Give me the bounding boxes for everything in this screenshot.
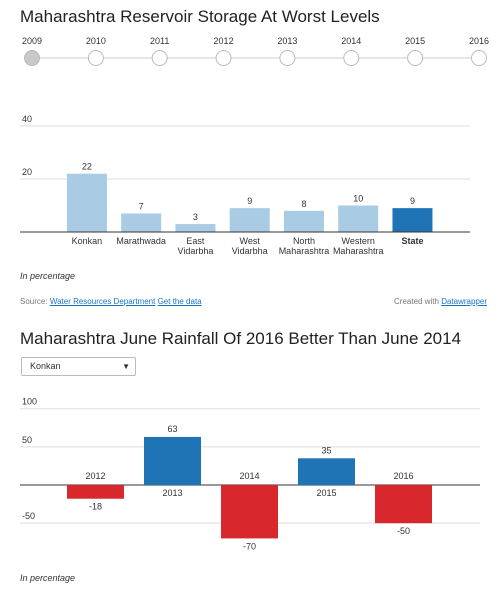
category-label-6-0: State — [401, 236, 423, 246]
chart2-title: Maharashtra June Rainfall Of 2016 Better… — [20, 329, 462, 348]
year-dot-2009[interactable] — [24, 50, 40, 66]
category-label-4-0: North — [293, 236, 315, 246]
y-tick-50: 50 — [22, 435, 32, 445]
bar-2014 — [221, 485, 278, 539]
bar-2016 — [375, 485, 432, 524]
bar-west-vidarbha — [229, 208, 270, 232]
y-tick--50: -50 — [22, 511, 35, 521]
category-label-4-1: Maharashtra — [279, 246, 330, 256]
value-label-0: 22 — [82, 162, 92, 172]
chart2-unit-note: In percentage — [20, 573, 76, 583]
value-label-5: 10 — [353, 194, 363, 204]
year-dot-2012[interactable] — [215, 50, 232, 66]
chart1-unit-note: In percentage — [20, 271, 76, 281]
category-label-5-1: Maharashtra — [333, 246, 384, 256]
year-label-2011[interactable]: 2011 — [150, 36, 169, 46]
year-label-2014[interactable]: 2014 — [341, 36, 361, 46]
bar-2012 — [67, 485, 124, 499]
year-dot-2014[interactable] — [343, 50, 360, 66]
bar-western-maharashtra — [338, 205, 379, 232]
region-select[interactable]: Konkan ▼ — [21, 357, 136, 376]
category-label-2-1: Vidarbha — [178, 246, 214, 256]
value-label-2014: -70 — [243, 541, 256, 551]
year-dot-2010[interactable] — [87, 50, 104, 66]
bar-north-maharashtra — [283, 210, 324, 232]
bar-konkan — [66, 173, 107, 232]
value-label-4: 8 — [301, 199, 306, 209]
category-label-0-0: Konkan — [72, 236, 103, 246]
get-data-link[interactable]: Get the data — [157, 297, 202, 306]
year-label-2013[interactable]: 2013 — [277, 36, 297, 46]
bar-east-vidarbha — [175, 224, 216, 232]
value-label-6: 9 — [410, 196, 415, 206]
chart1-title: Maharashtra Reservoir Storage At Worst L… — [20, 7, 380, 26]
year-label-2012[interactable]: 2012 — [214, 36, 234, 46]
year-dot-2011[interactable] — [151, 50, 168, 66]
value-label-2015: 35 — [321, 445, 331, 455]
category-label-5-0: Western — [342, 236, 375, 246]
source-link[interactable]: Water Resources Department — [49, 297, 156, 306]
category-label-3-0: West — [240, 236, 261, 246]
year-slider[interactable]: 2009 2010 2011 2012 2013 2014 2015 2016 — [0, 0, 500, 70]
year-label-2010[interactable]: 2010 — [86, 36, 106, 46]
category-label-2012: 2012 — [85, 471, 105, 481]
bar-marathwada — [121, 213, 162, 232]
year-label-2015[interactable]: 2015 — [405, 36, 425, 46]
y-tick-40: 40 — [22, 114, 32, 124]
category-label-1-0: Marathwada — [116, 236, 166, 246]
category-label-2015: 2015 — [316, 488, 336, 498]
source-line: Source: Water Resources Department Get t… — [20, 297, 202, 306]
bar-2015 — [298, 458, 355, 485]
category-label-2014: 2014 — [239, 471, 259, 481]
bar-2013 — [144, 436, 201, 485]
year-label-2009[interactable]: 2009 — [22, 36, 42, 46]
year-dot-2016[interactable] — [471, 50, 487, 66]
y-tick-100: 100 — [22, 397, 37, 407]
value-label-1: 7 — [139, 201, 144, 211]
credit-prefix: Created with — [394, 297, 439, 306]
value-label-2: 3 — [193, 212, 198, 222]
source-prefix: Source: — [20, 297, 48, 306]
y-tick-20: 20 — [22, 167, 32, 177]
year-dot-2015[interactable] — [407, 50, 424, 66]
bar-state — [392, 208, 433, 232]
datawrapper-link[interactable]: Datawrapper — [441, 297, 487, 306]
category-label-2013: 2013 — [162, 488, 182, 498]
value-label-2012: -18 — [89, 502, 102, 512]
credit-line: Created with Datawrapper — [394, 297, 487, 306]
value-label-2013: 63 — [167, 424, 177, 434]
reservoir-bar-chart: 204022Konkan7Marathwada3EastVidarbha9Wes… — [20, 114, 470, 256]
year-label-2016[interactable]: 2016 — [469, 36, 489, 46]
chevron-down-icon: ▼ — [122, 362, 130, 371]
year-dot-2013[interactable] — [279, 50, 296, 66]
value-label-2016: -50 — [397, 526, 410, 536]
category-label-3-1: Vidarbha — [232, 246, 268, 256]
value-label-3: 9 — [247, 196, 252, 206]
region-select-value: Konkan — [30, 361, 61, 371]
category-label-2-0: East — [186, 236, 205, 246]
category-label-2016: 2016 — [393, 471, 413, 481]
